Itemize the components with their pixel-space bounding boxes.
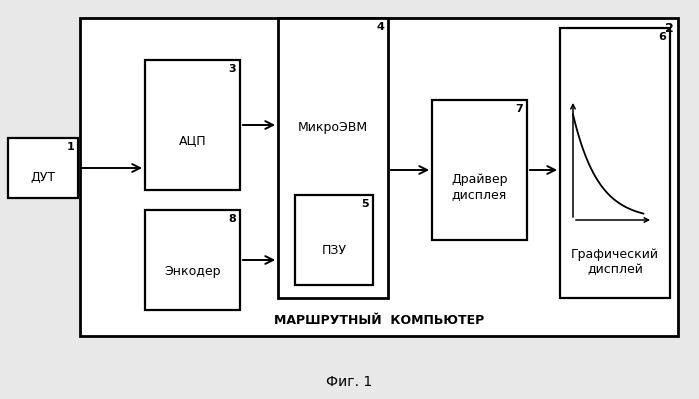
Text: 4: 4 xyxy=(376,22,384,32)
Bar xyxy=(8,138,78,198)
Text: 2: 2 xyxy=(665,22,674,35)
Text: МикроЭВМ: МикроЭВМ xyxy=(298,122,368,134)
Text: Драйвер
дисплея: Драйвер дисплея xyxy=(452,173,507,201)
Bar xyxy=(295,195,373,285)
Bar xyxy=(560,28,670,298)
Text: 7: 7 xyxy=(515,104,523,114)
Text: ПЗУ: ПЗУ xyxy=(322,244,347,257)
Text: МАРШРУТНЫЙ  КОМПЬЮТЕР: МАРШРУТНЫЙ КОМПЬЮТЕР xyxy=(274,314,484,326)
Text: 6: 6 xyxy=(658,32,666,42)
Text: Энкодер: Энкодер xyxy=(164,265,221,279)
Bar xyxy=(80,18,678,336)
Text: АЦП: АЦП xyxy=(179,134,206,147)
Text: ДУТ: ДУТ xyxy=(31,170,55,184)
Bar xyxy=(432,100,527,240)
Bar xyxy=(145,60,240,190)
Bar xyxy=(145,210,240,310)
Text: 8: 8 xyxy=(229,214,236,224)
Text: 1: 1 xyxy=(66,142,74,152)
Text: Графический
дисплей: Графический дисплей xyxy=(571,248,659,276)
Text: 5: 5 xyxy=(361,199,369,209)
Bar xyxy=(278,18,388,298)
Text: Фиг. 1: Фиг. 1 xyxy=(326,375,373,389)
Text: 3: 3 xyxy=(229,64,236,74)
